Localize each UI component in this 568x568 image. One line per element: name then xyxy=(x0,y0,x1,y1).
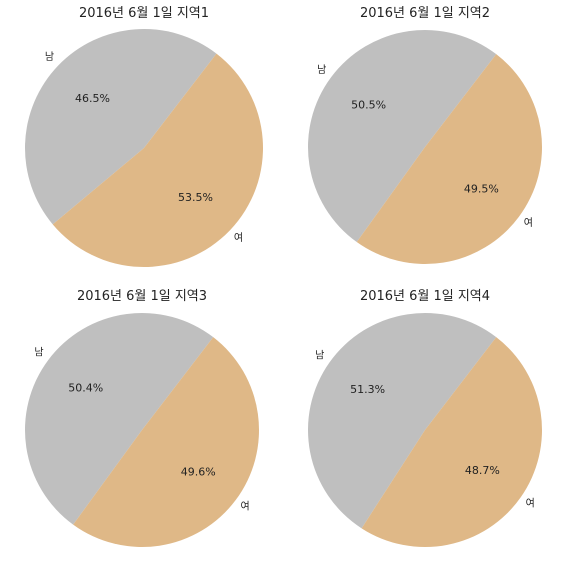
slice-category-label: 여 xyxy=(524,217,533,229)
slice-percent-label: 49.5% xyxy=(464,182,499,195)
pie-slice-female xyxy=(73,337,260,548)
slice-percent-label: 53.5% xyxy=(178,191,213,204)
chart-title: 2016년 6월 1일 지역3 xyxy=(77,289,207,304)
chart-title: 2016년 6월 1일 지역2 xyxy=(360,6,490,21)
slice-category-label: 여 xyxy=(526,498,535,510)
slice-percent-label: 50.5% xyxy=(351,99,386,112)
slice-percent-label: 51.3% xyxy=(350,383,385,396)
slice-percent-label: 49.6% xyxy=(181,466,216,479)
pie-panel-region1: 2016년 6월 1일 지역1 46.5% 남 53.5% 여 xyxy=(24,6,263,267)
pie-slice-male xyxy=(308,313,497,529)
pie-panel-region2: 2016년 6월 1일 지역2 50.5% 남 49.5% 여 xyxy=(308,6,543,265)
slice-category-label: 여 xyxy=(234,232,243,244)
pie-slice-female xyxy=(361,337,543,548)
slice-category-label: 남 xyxy=(317,64,326,76)
slice-category-label: 남 xyxy=(315,349,324,361)
pie-slice-male xyxy=(308,30,497,243)
pie-slice-male xyxy=(25,313,214,525)
slice-category-label: 여 xyxy=(240,501,249,513)
pie-panel-region3: 2016년 6월 1일 지역3 50.4% 남 49.6% 여 xyxy=(25,289,260,548)
pie-slice-female xyxy=(52,53,263,267)
slice-percent-label: 48.7% xyxy=(465,464,500,477)
pie-slice-male xyxy=(24,28,217,225)
chart-title: 2016년 6월 1일 지역4 xyxy=(360,289,490,304)
slice-category-label: 남 xyxy=(34,346,43,358)
pie-slice-female xyxy=(356,54,543,265)
chart-title: 2016년 6월 1일 지역1 xyxy=(79,6,209,21)
slice-percent-label: 50.4% xyxy=(68,381,103,394)
slice-category-label: 남 xyxy=(45,51,54,63)
slice-percent-label: 46.5% xyxy=(75,92,110,105)
pie-panel-region4: 2016년 6월 1일 지역4 51.3% 남 48.7% 여 xyxy=(308,289,543,548)
